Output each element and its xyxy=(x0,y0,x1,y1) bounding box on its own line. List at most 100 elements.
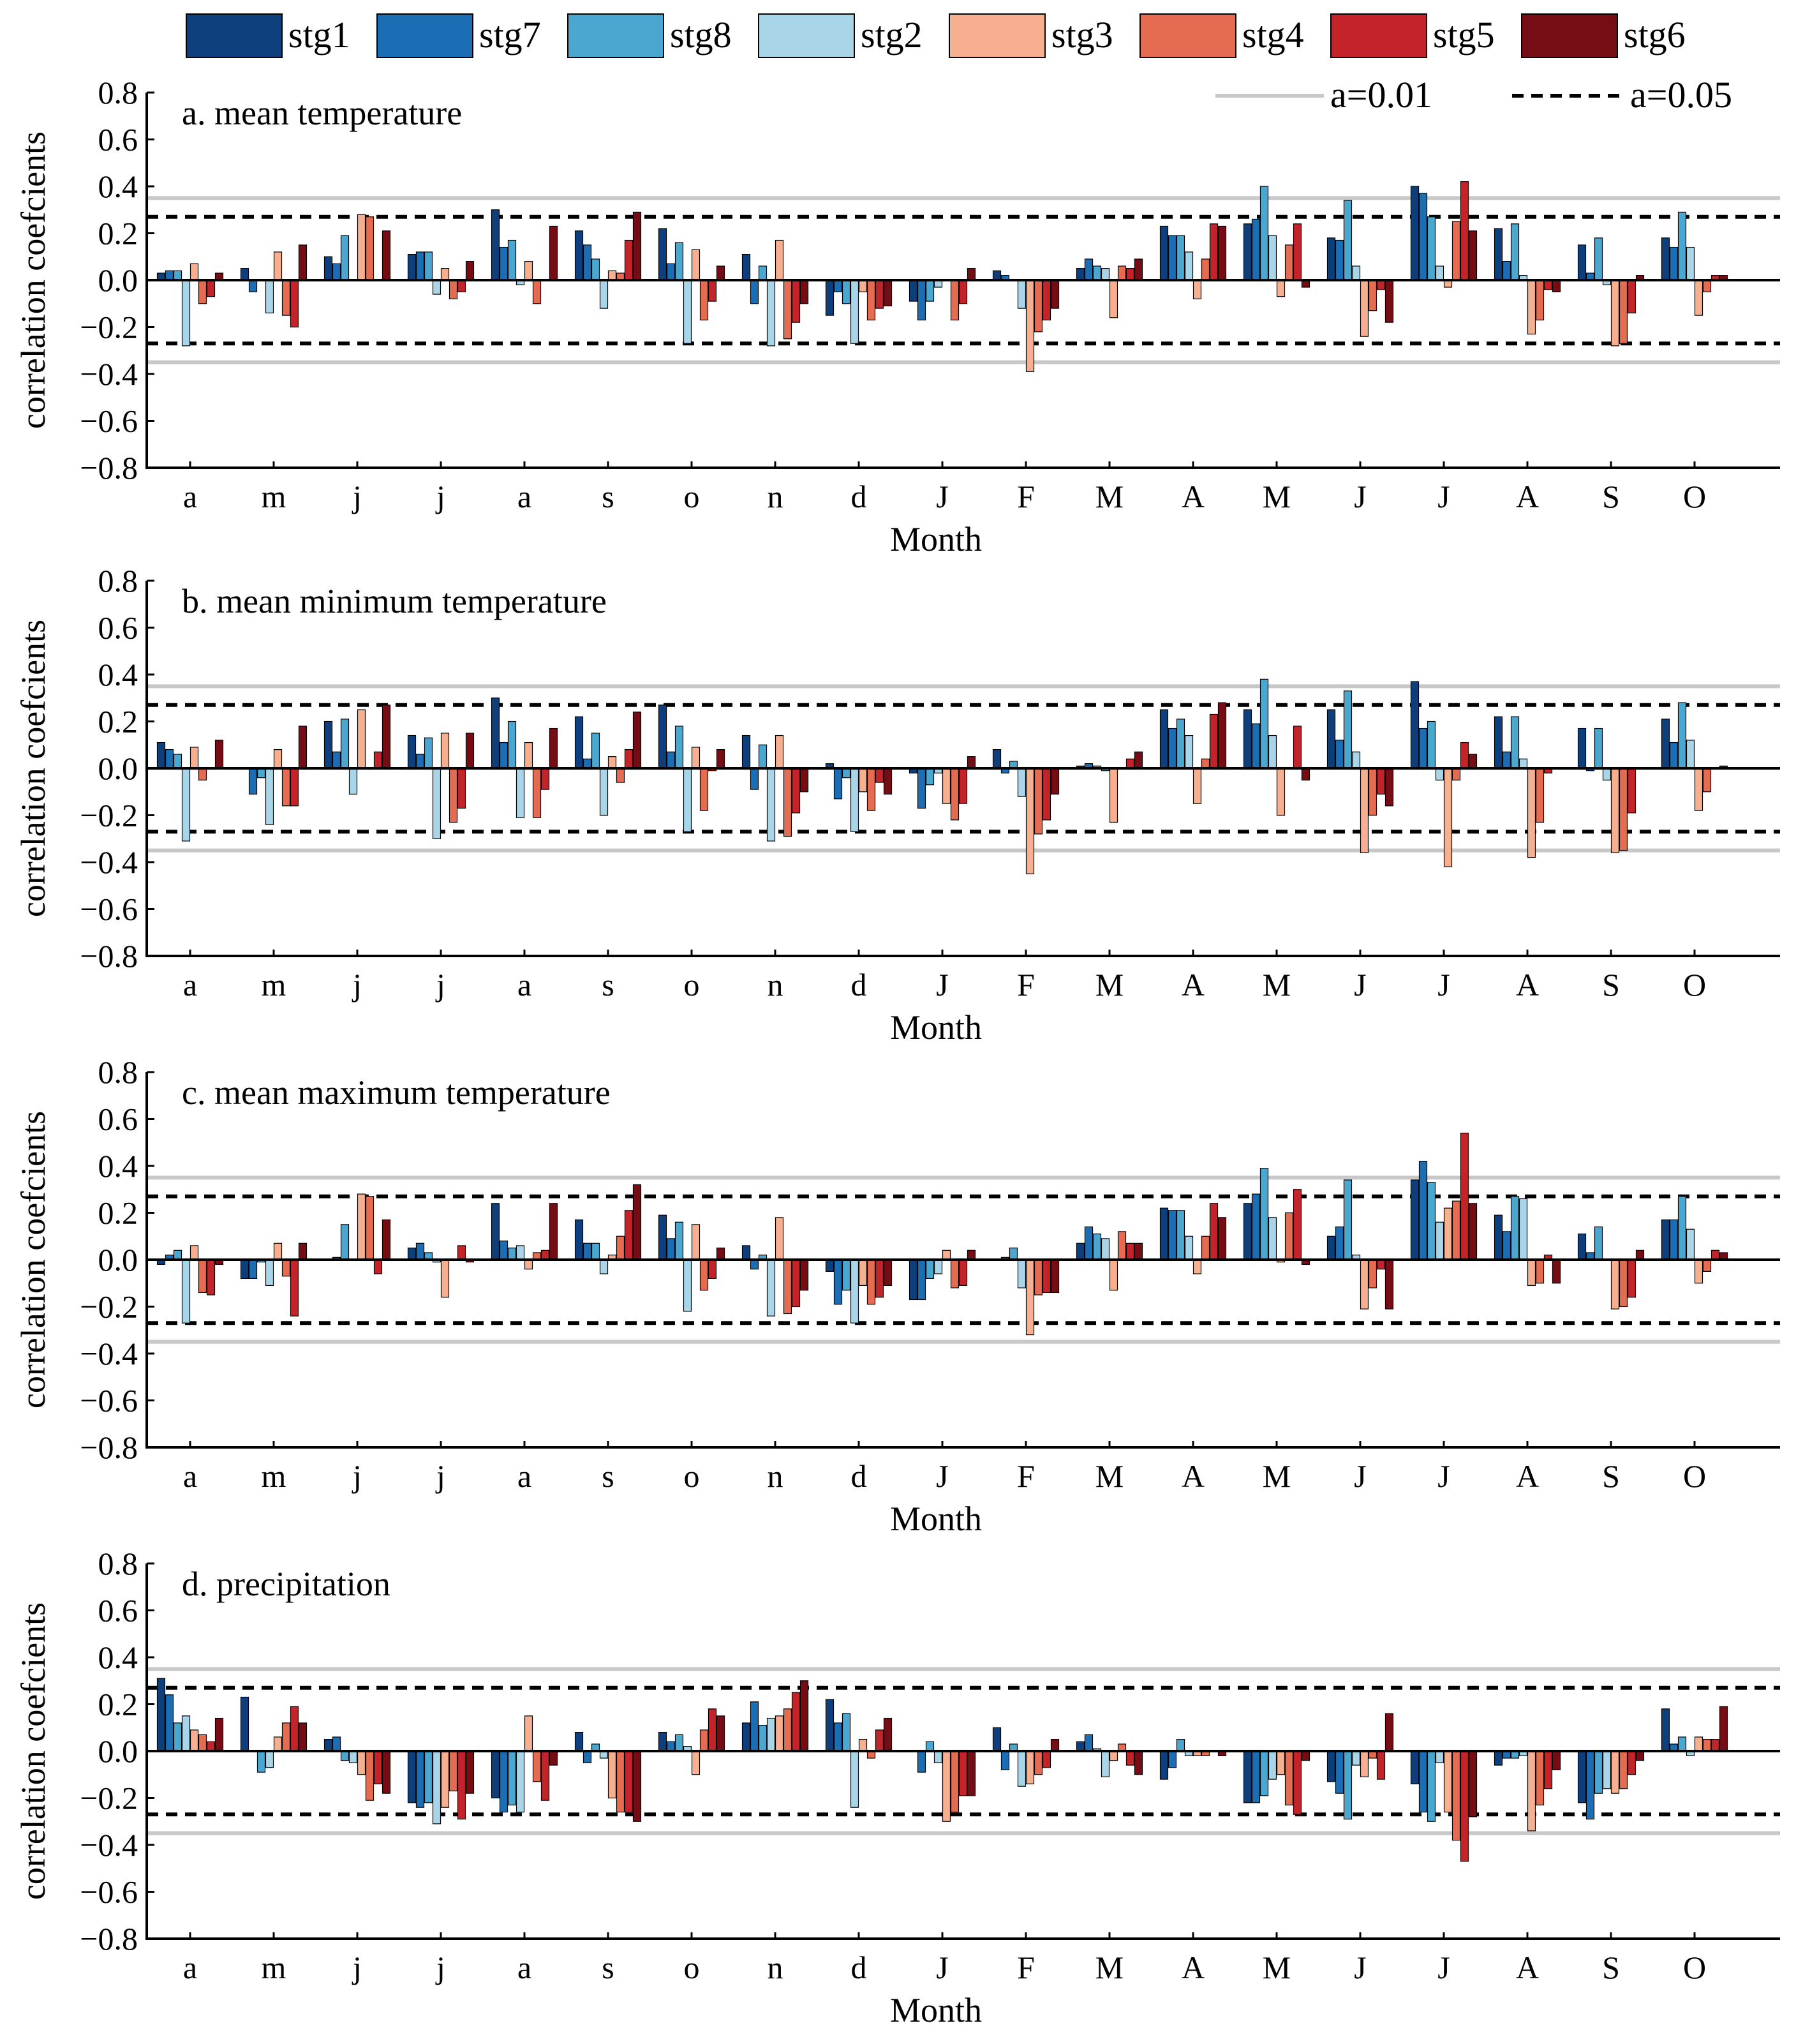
bar-stg1-3 xyxy=(323,1739,333,1752)
bar-stg1-1 xyxy=(156,742,166,769)
bar-stg4-1 xyxy=(198,768,207,780)
bar-stg7-14 xyxy=(1251,218,1261,281)
bar-stg7-9 xyxy=(833,768,843,800)
bar-stg8-10 xyxy=(925,280,935,302)
bar-stg4-19 xyxy=(1702,280,1712,292)
bar-stg7-1 xyxy=(165,270,174,281)
bar-stg8-17 xyxy=(1510,716,1520,769)
bar-stg3-5 xyxy=(524,742,533,769)
bar-stg2-17 xyxy=(1518,1198,1528,1260)
x-tick-label-6: s xyxy=(602,967,614,1003)
bar-stg7-1 xyxy=(165,749,174,769)
y-tick-label-2: 0.6 xyxy=(98,1593,138,1629)
bar-stg1-5 xyxy=(491,697,500,769)
legend-label-stg5: stg5 xyxy=(1433,14,1495,56)
bar-stg1-15 xyxy=(1326,1750,1336,1782)
x-tick-label-14: M xyxy=(1263,1458,1291,1494)
x-tick-label-12: M xyxy=(1095,479,1124,514)
bar-stg2-4 xyxy=(432,768,442,839)
bar-stg4-5 xyxy=(532,768,542,818)
bar-stg3-2 xyxy=(273,1736,283,1752)
bar-stg3-18 xyxy=(1610,768,1620,853)
bar-stg5-16 xyxy=(1460,181,1469,281)
bar-stg6-13 xyxy=(1217,1217,1227,1260)
panel-1: a m j j a s o n d J F M A M J J A S O 0.8 0.6 0.4 0.2 0.0 −0.2 −0… xyxy=(14,75,1780,558)
y-tick-label-9: −0.8 xyxy=(80,450,138,486)
bar-stg3-2 xyxy=(273,1242,283,1260)
bar-stg1-8 xyxy=(741,1245,751,1260)
bar-stg4-16 xyxy=(1451,221,1461,281)
bar-stg8-18 xyxy=(1594,1750,1603,1794)
bar-stg1-13 xyxy=(1159,709,1169,769)
x-tick-label-1: a xyxy=(183,1458,197,1494)
bar-stg5-3 xyxy=(373,751,383,769)
bar-stg7-8 xyxy=(750,768,759,790)
bar-stg4-7 xyxy=(699,1259,709,1291)
bar-stg7-5 xyxy=(499,1240,508,1260)
bar-stg6-1 xyxy=(214,1717,224,1752)
legend-label-a-0-05: a=0.05 xyxy=(1630,74,1732,116)
bar-stg8-3 xyxy=(340,719,350,769)
bar-stg1-7 xyxy=(658,1214,667,1260)
bar-stg1-4 xyxy=(407,735,417,769)
bar-stg3-15 xyxy=(1360,1259,1369,1309)
bar-stg8-15 xyxy=(1343,1750,1353,1820)
bar-stg4-4 xyxy=(449,768,458,823)
bar-stg4-1 xyxy=(198,280,207,304)
y-tick-label-9: −0.8 xyxy=(80,1429,138,1465)
bar-stg4-3 xyxy=(365,216,375,281)
x-tick-label-19: O xyxy=(1683,479,1706,514)
bar-stg7-7 xyxy=(666,751,676,769)
bar-stg2-16 xyxy=(1435,768,1444,780)
bar-stg6-9 xyxy=(883,1259,893,1287)
x-tick-label-18: S xyxy=(1602,1950,1620,1985)
bar-stg4-5 xyxy=(532,1750,542,1782)
y-tick-label-3: 0.4 xyxy=(98,1148,138,1184)
x-tick-label-13: A xyxy=(1182,967,1205,1003)
bar-stg6-11 xyxy=(1050,1259,1060,1294)
bar-stg2-6 xyxy=(599,768,609,816)
bar-stg4-3 xyxy=(365,1196,375,1260)
x-tick-label-17: A xyxy=(1516,1458,1539,1494)
bar-stg6-12 xyxy=(1134,258,1143,281)
bar-stg8-19 xyxy=(1677,1196,1687,1260)
x-axis-title: Month xyxy=(890,520,982,558)
legend-label-stg7: stg7 xyxy=(479,14,541,56)
y-tick-label-3: 0.4 xyxy=(98,168,138,204)
bar-stg2-9 xyxy=(850,768,859,832)
bar-stg7-2 xyxy=(248,1259,258,1279)
bar-stg1-4 xyxy=(407,1750,417,1803)
bar-stg2-11 xyxy=(1017,768,1027,797)
bar-stg5-10 xyxy=(958,768,968,804)
bar-stg7-8 xyxy=(750,1701,759,1752)
bar-stg3-8 xyxy=(775,735,784,769)
bar-stg8-14 xyxy=(1259,1168,1269,1260)
bar-stg3-10 xyxy=(942,1250,951,1260)
bar-stg8-8 xyxy=(758,265,768,281)
bar-stg6-7 xyxy=(716,1715,725,1752)
bar-stg3-3 xyxy=(357,214,366,281)
bar-stg3-11 xyxy=(1025,768,1035,874)
x-tick-label-4: j xyxy=(435,967,445,1003)
bar-stg8-9 xyxy=(842,768,851,779)
bar-stg2-2 xyxy=(265,280,274,314)
bar-stg3-14 xyxy=(1276,1750,1286,1775)
y-tick-label-2: 0.6 xyxy=(98,1101,138,1137)
bar-stg6-15 xyxy=(1384,280,1394,323)
bar-stg3-19 xyxy=(1694,1259,1703,1284)
bar-stg4-17 xyxy=(1535,1750,1545,1806)
y-tick-label-3: 0.4 xyxy=(98,1639,138,1675)
bar-stg8-5 xyxy=(507,1248,517,1260)
panels: a m j j a s o n d J F M A M J J A S O 0.8 0.6 0.4 0.2 0.0 −0.2 −0… xyxy=(14,75,1780,2029)
bar-stg8-15 xyxy=(1343,1179,1353,1260)
bar-stg8-7 xyxy=(674,242,684,281)
bar-stg3-1 xyxy=(189,1729,199,1752)
bar-stg6-18 xyxy=(1635,1250,1645,1260)
bar-stg5-11 xyxy=(1042,768,1051,821)
bar-stg8-11 xyxy=(1009,1248,1018,1260)
bar-stg3-5 xyxy=(524,1259,533,1270)
bar-stg2-13 xyxy=(1184,1235,1194,1260)
bar-stg7-6 xyxy=(583,244,592,281)
bar-stg3-16 xyxy=(1443,1750,1453,1813)
legend-label-a-0-01: a=0.01 xyxy=(1330,74,1432,116)
